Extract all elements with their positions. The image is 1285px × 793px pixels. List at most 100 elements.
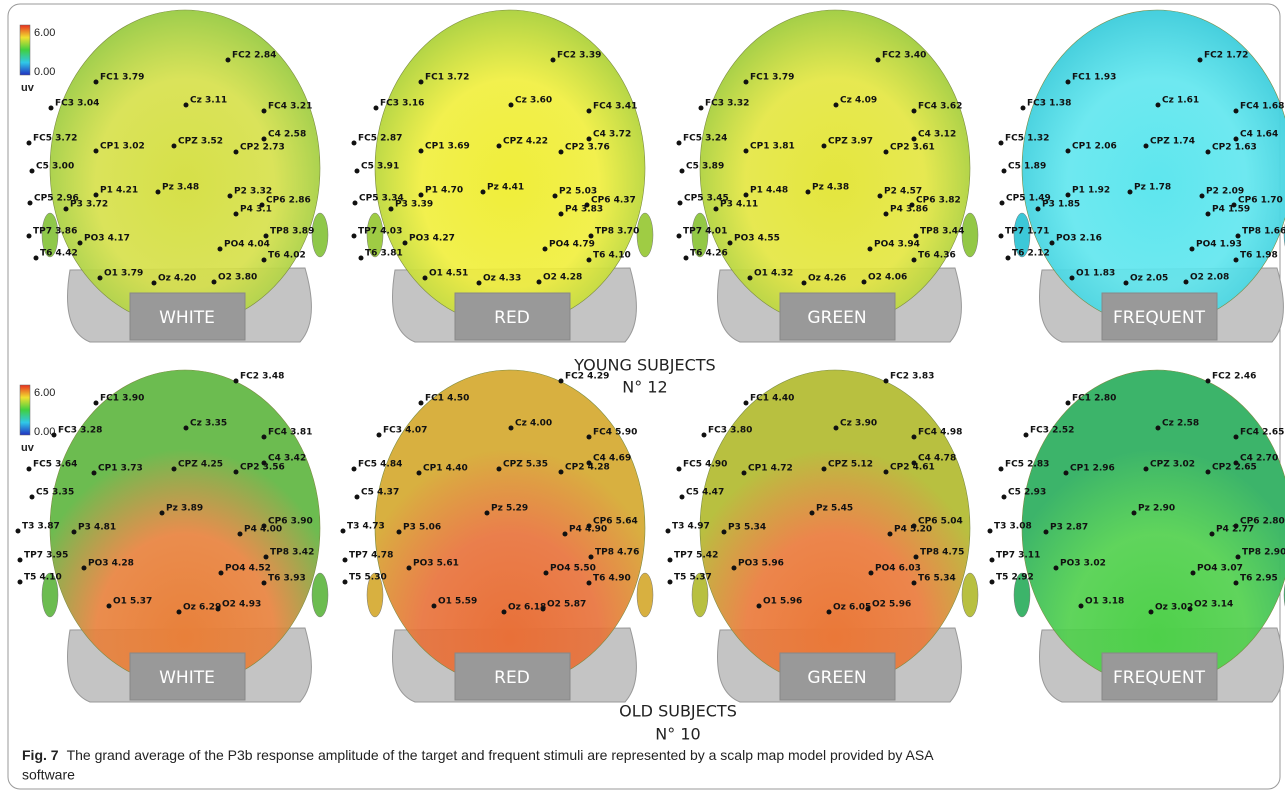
electrode-label: PO3 4.17 <box>84 234 130 244</box>
electrode-label: CP5 1.49 <box>1006 194 1051 204</box>
electrode <box>1233 434 1239 440</box>
electrode-label: P4 3.1 <box>240 205 272 215</box>
electrode <box>883 149 889 155</box>
electrode <box>721 529 727 535</box>
electrode-label: FC1 4.40 <box>750 394 794 404</box>
label-box <box>779 292 896 341</box>
electrode <box>351 466 357 472</box>
electrode-label: PO4 4.52 <box>225 564 271 574</box>
electrode <box>233 149 239 155</box>
electrode-label: FC2 3.48 <box>240 372 284 382</box>
electrode-label: Pz 3.89 <box>166 504 203 514</box>
electrode-label: Oz 2.05 <box>1130 274 1168 284</box>
electrode <box>987 528 993 534</box>
electrode <box>713 206 719 212</box>
ear <box>366 212 384 258</box>
electrode <box>1233 523 1239 529</box>
electrode-label: CP2 2.65 <box>1212 463 1257 473</box>
scalp-map: FC1 3.79 FC2 2.84 FC3 3.04 Cz 3.11 FC4 3.21 F… <box>26 9 329 343</box>
electrode <box>1123 280 1129 286</box>
electrode <box>562 531 568 537</box>
electrode <box>1183 279 1189 285</box>
electrode-label: TP8 1.66 <box>1242 227 1285 237</box>
electrode-label: FC3 4.07 <box>383 426 427 436</box>
electrode <box>354 494 360 500</box>
electrode-label: CPZ 3.02 <box>1150 460 1195 470</box>
electrode-label: FC5 4.90 <box>683 460 727 470</box>
electrode <box>743 192 749 198</box>
electrode-label: Pz 3.48 <box>162 183 199 193</box>
electrode <box>233 211 239 217</box>
electrode <box>809 510 815 516</box>
electrode-label: CPZ 4.22 <box>503 137 548 147</box>
electrode <box>1131 510 1137 516</box>
electrode <box>1005 255 1011 261</box>
electrode <box>586 434 592 440</box>
group-count: N° 12 <box>622 378 667 397</box>
scalp-map: FC1 4.50 FC2 4.29 FC3 4.07 Cz 4.00 FC4 5.90 F… <box>340 369 654 703</box>
electrode-label: TP8 2.90 <box>1242 548 1285 558</box>
electrode <box>93 79 99 85</box>
ear <box>691 212 709 258</box>
electrode-label: Oz 6.18 <box>508 603 546 613</box>
group-count: N° 10 <box>655 725 700 744</box>
electrode <box>418 400 424 406</box>
electrode <box>418 79 424 85</box>
ear <box>636 212 654 258</box>
electrode <box>508 102 514 108</box>
caption-text: The grand average of the P3b response am… <box>67 747 935 763</box>
electrode-label: T5 2.92 <box>996 573 1034 583</box>
electrode-label: T6 5.34 <box>918 574 956 584</box>
electrode-label: P3 3.72 <box>70 200 108 210</box>
electrode <box>77 240 83 246</box>
electrode <box>159 510 165 516</box>
electrode <box>676 466 682 472</box>
electrode-label: CP2 4.61 <box>890 463 935 473</box>
electrode <box>584 202 590 208</box>
electrode-label: PO3 2.16 <box>1056 234 1102 244</box>
electrode <box>29 494 35 500</box>
electrode-label: TP8 4.76 <box>595 548 639 558</box>
electrode <box>756 603 762 609</box>
electrode <box>677 200 683 206</box>
electrode-label: Cz 1.61 <box>1162 96 1199 106</box>
electrode-label: O1 1.83 <box>1076 269 1115 279</box>
electrode <box>263 233 269 239</box>
electrode-label: TP7 4.01 <box>683 227 727 237</box>
ear <box>311 212 329 258</box>
electrode <box>1127 189 1133 195</box>
electrode <box>833 102 839 108</box>
electrode <box>821 143 827 149</box>
electrode-label: PO4 3.94 <box>874 240 920 250</box>
electrode <box>93 400 99 406</box>
electrode-label: P4 2.77 <box>1216 525 1254 535</box>
electrode <box>558 469 564 475</box>
electrode-label: TP8 3.70 <box>595 227 639 237</box>
electrode-label: CP2 3.61 <box>890 143 935 153</box>
ear <box>366 572 384 618</box>
scale-unit: uv <box>21 442 35 454</box>
electrode <box>501 609 507 615</box>
electrode-label: TP7 3.86 <box>33 227 77 237</box>
electrode-label: Cz 4.09 <box>840 96 877 106</box>
electrode <box>261 108 267 114</box>
electrode-label: Oz 4.20 <box>158 274 196 284</box>
electrode-label: P2 2.09 <box>1206 187 1244 197</box>
electrode <box>911 580 917 586</box>
electrode <box>1233 580 1239 586</box>
electrode <box>1197 57 1203 63</box>
electrode-label: CP5 2.96 <box>34 194 79 204</box>
electrode-label: TP7 1.71 <box>1005 227 1049 237</box>
electrode-label: T5 5.37 <box>674 573 712 583</box>
electrode <box>476 280 482 286</box>
electrode-label: CPZ 5.35 <box>503 460 548 470</box>
electrode <box>1205 378 1211 384</box>
electrode <box>1231 202 1237 208</box>
electrode <box>1205 149 1211 155</box>
electrode <box>91 470 97 476</box>
electrode-label: Cz 3.90 <box>840 419 877 429</box>
electrode-label: FC5 3.64 <box>33 460 77 470</box>
electrode <box>352 200 358 206</box>
electrode-label: O2 4.93 <box>222 600 261 610</box>
electrode <box>586 460 592 466</box>
